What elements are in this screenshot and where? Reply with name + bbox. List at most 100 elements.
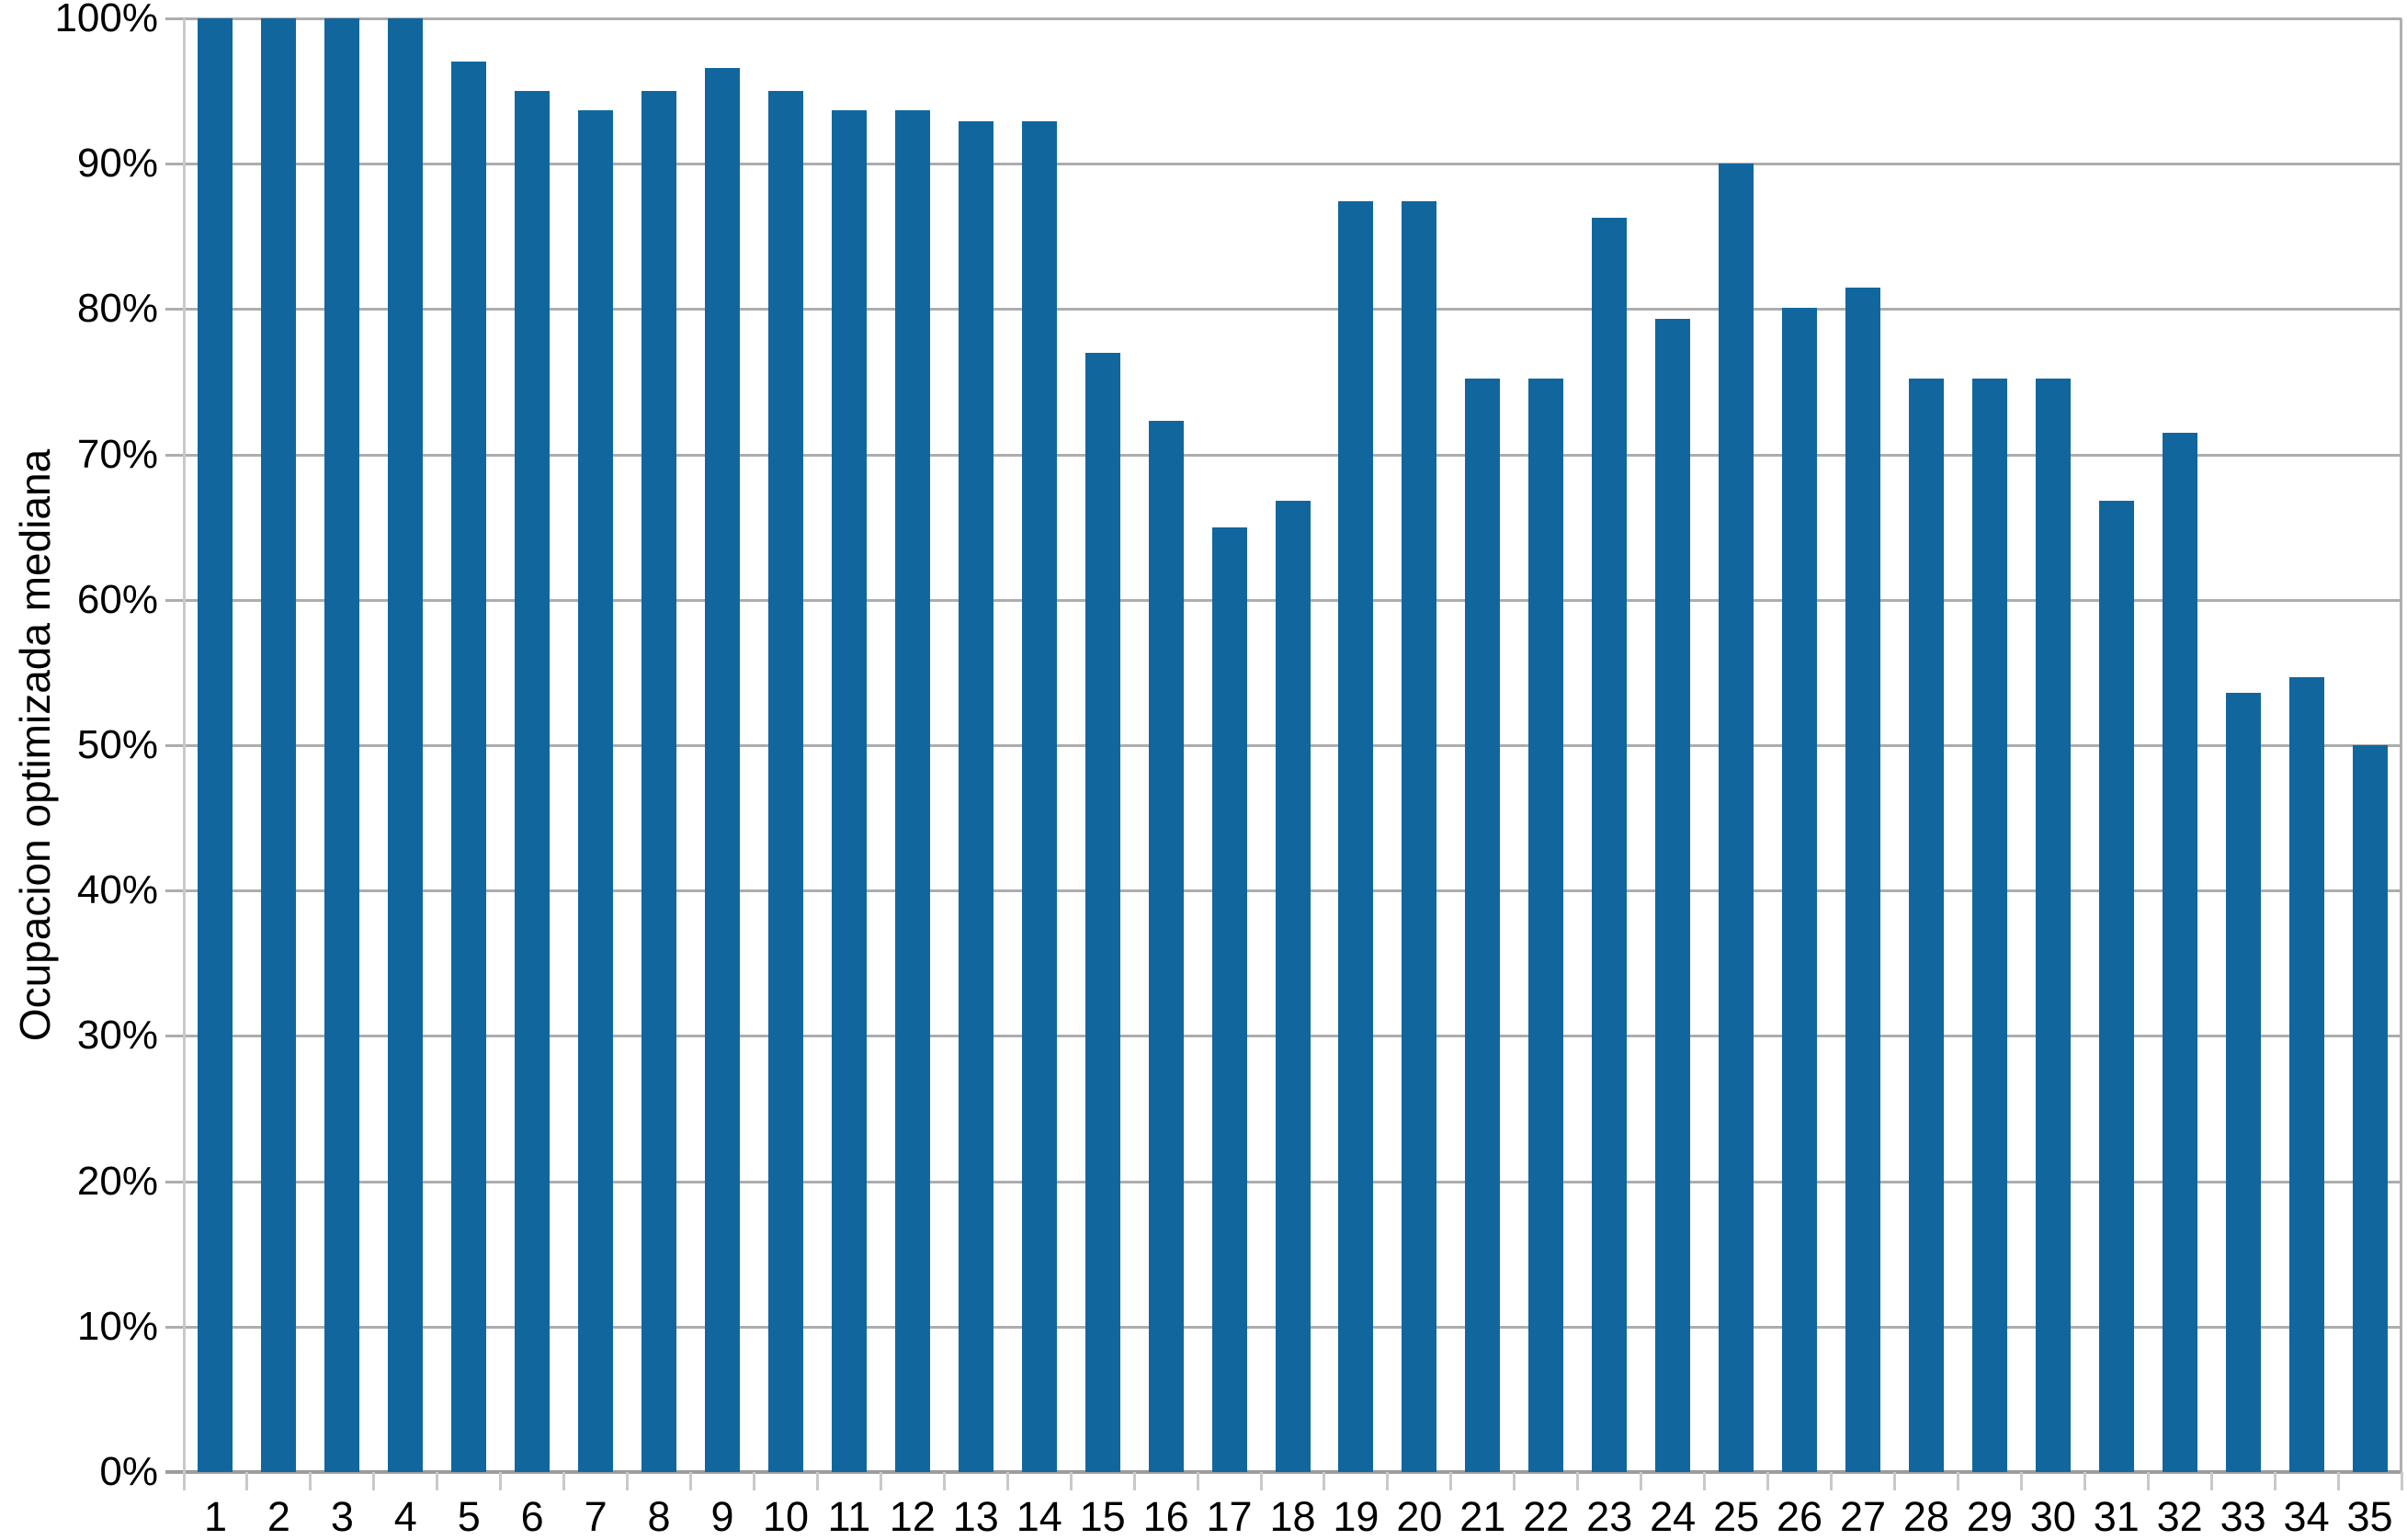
x-tick-label: 31 (2093, 1493, 2140, 1540)
x-tick-label: 29 (1966, 1493, 2013, 1540)
bar (324, 18, 360, 1472)
bar (1402, 201, 1437, 1472)
x-axis-tick (1069, 1472, 1073, 1490)
x-tick-label: 5 (457, 1493, 481, 1540)
x-tick-label: 7 (584, 1493, 607, 1540)
x-tick-label: 3 (330, 1493, 354, 1540)
y-axis-line (183, 18, 186, 1472)
x-axis-tick (2273, 1472, 2276, 1490)
bar (515, 91, 551, 1472)
bar (1719, 164, 1754, 1472)
x-tick-label: 22 (1523, 1493, 1570, 1540)
x-axis-tick (815, 1472, 819, 1490)
bar (261, 18, 297, 1472)
y-tick-label: 50% (76, 722, 158, 767)
bar (705, 67, 740, 1472)
y-tick-label: 0% (99, 1449, 158, 1494)
x-tick-label: 6 (520, 1493, 544, 1540)
bar (2352, 745, 2388, 1472)
x-tick-label: 25 (1713, 1493, 1760, 1540)
plot-right-border (2400, 18, 2402, 1472)
x-tick-label: 34 (2283, 1493, 2330, 1540)
bar (388, 18, 424, 1472)
x-axis-tick (1640, 1472, 1643, 1490)
x-axis-tick (1576, 1472, 1580, 1490)
x-axis-tick (942, 1472, 946, 1490)
y-tick-label: 60% (76, 576, 158, 622)
x-tick-label: 4 (393, 1493, 417, 1540)
bar (2288, 676, 2324, 1472)
x-tick-label: 35 (2346, 1493, 2393, 1540)
x-tick-label: 1 (203, 1493, 227, 1540)
x-axis-tick (626, 1472, 630, 1490)
x-axis-line (165, 1470, 2401, 1474)
bar (451, 62, 487, 1472)
bar (831, 109, 867, 1472)
y-tick-label: 20% (76, 1158, 158, 1204)
x-axis-tick (1703, 1472, 1707, 1490)
x-axis-tick (1956, 1472, 1959, 1490)
bar (1465, 379, 1501, 1472)
y-tick-label: 90% (76, 141, 158, 187)
bar (198, 18, 233, 1472)
bar (1845, 287, 1880, 1472)
x-axis-tick (2083, 1472, 2086, 1490)
x-tick-label: 20 (1396, 1493, 1443, 1540)
x-axis-tick (2209, 1472, 2213, 1490)
x-axis-tick (1132, 1472, 1136, 1490)
bar (894, 109, 930, 1472)
bar (1528, 379, 1564, 1472)
x-axis-tick (1892, 1472, 1896, 1490)
x-tick-label: 15 (1079, 1493, 1126, 1540)
x-tick-label: 10 (762, 1493, 809, 1540)
x-axis-tick (1449, 1472, 1453, 1490)
y-tick-label: 100% (54, 0, 158, 40)
bar (2225, 693, 2261, 1472)
x-axis-tick (2400, 1472, 2403, 1490)
x-tick-label: 32 (2156, 1493, 2203, 1540)
x-axis-tick (1830, 1472, 1833, 1490)
x-axis-tick (562, 1472, 566, 1490)
x-tick-label: 19 (1333, 1493, 1379, 1540)
x-axis-tick (689, 1472, 693, 1490)
bar (2098, 501, 2134, 1472)
bar (958, 121, 993, 1472)
y-tick-label: 40% (76, 867, 158, 913)
bar (1021, 121, 1057, 1472)
gridline-100 (165, 17, 2401, 20)
x-tick-label: 30 (2029, 1493, 2076, 1540)
x-tick-label: 28 (1902, 1493, 1949, 1540)
gridline-80 (165, 308, 2401, 311)
x-tick-label: 11 (827, 1493, 871, 1540)
x-axis-tick (1323, 1472, 1326, 1490)
bar (1084, 352, 1120, 1472)
y-tick-label: 10% (76, 1303, 158, 1349)
x-tick-label: 9 (710, 1493, 734, 1540)
bar (1782, 307, 1818, 1472)
x-tick-label: 27 (1839, 1493, 1887, 1540)
bar (1211, 527, 1247, 1472)
y-tick-label: 80% (76, 286, 158, 332)
x-axis-tick (372, 1472, 376, 1490)
x-tick-label: 17 (1206, 1493, 1253, 1540)
x-tick-label: 16 (1142, 1493, 1189, 1540)
bar (578, 109, 614, 1472)
x-tick-label: 23 (1586, 1493, 1633, 1540)
x-tick-label: 24 (1650, 1493, 1697, 1540)
bar (1655, 319, 1691, 1472)
gridline-70 (165, 453, 2401, 457)
x-tick-label: 2 (267, 1493, 290, 1540)
x-axis-tick (1259, 1472, 1263, 1490)
x-axis-tick (2146, 1472, 2150, 1490)
x-tick-label: 33 (2220, 1493, 2266, 1540)
gridline-90 (165, 163, 2401, 166)
x-tick-label: 21 (1459, 1493, 1506, 1540)
bar (1592, 217, 1628, 1472)
bar (1971, 379, 2007, 1472)
bar (2162, 432, 2197, 1472)
bar (1275, 501, 1311, 1472)
x-axis-tick (1005, 1472, 1009, 1490)
bar (1908, 379, 1944, 1472)
x-axis-tick (436, 1472, 439, 1490)
